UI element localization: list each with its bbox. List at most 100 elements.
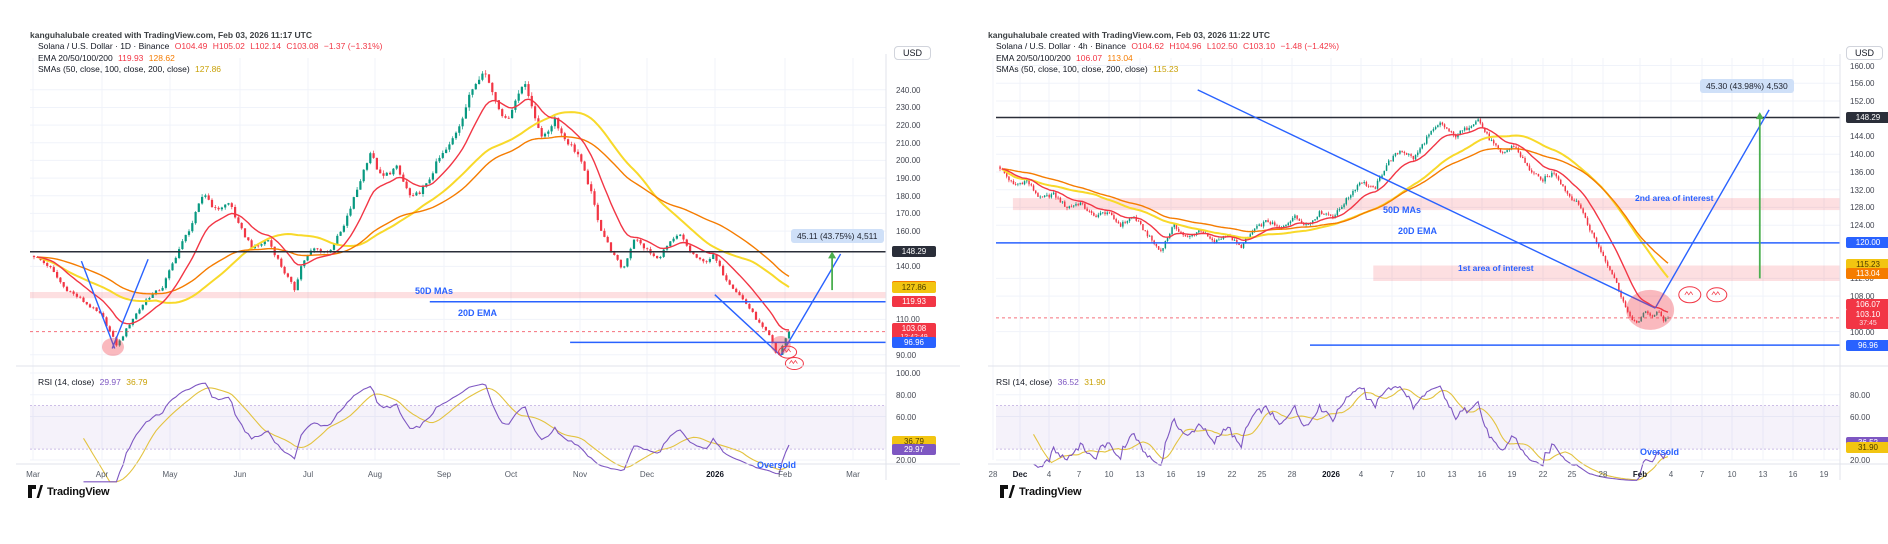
time-axis-label: 10 — [1104, 470, 1114, 479]
trendline[interactable] — [1197, 89, 1656, 309]
pane-separators[interactable] — [988, 54, 1888, 480]
annotation-circle[interactable] — [778, 345, 798, 359]
rsi-legend[interactable]: RSI (14, close) 29.97 36.79 — [38, 377, 151, 387]
price-badge: 120.00 — [1846, 237, 1888, 249]
legend-ema-row[interactable]: EMA 20/50/100/200 119.93 128.62 — [38, 53, 385, 65]
highlight-circle[interactable] — [102, 337, 124, 356]
axis-tick: 156.00 — [1850, 79, 1875, 89]
symbol-legend[interactable]: Solana / U.S. Dollar · 4h · Binance O104… — [996, 41, 1342, 76]
highlight-circle[interactable] — [1626, 289, 1675, 330]
ema-fast-line-red — [1002, 127, 1669, 313]
currency-unit-button[interactable]: USD — [1846, 46, 1884, 60]
legend-sma-row[interactable]: SMAs (50, close, 100, close, 200, close)… — [996, 64, 1342, 76]
axis-tick: 170.00 — [896, 209, 921, 219]
annotation-circle[interactable] — [1678, 286, 1702, 304]
tradingview-logo-icon — [1000, 485, 1015, 498]
time-axis-label: Aug — [367, 470, 383, 479]
ema-slow-line-orange — [1002, 147, 1669, 264]
sma-value: 115.23 — [1153, 64, 1179, 74]
symbol-title: Solana / U.S. Dollar · 4h · Binance — [996, 41, 1126, 51]
time-axis-label: 13 — [1447, 470, 1457, 479]
axis-tick: 110.00 — [896, 315, 920, 325]
ema-value-fast: 119.93 — [118, 52, 144, 63]
chart-panel-4h[interactable]: kanguhalubale created with TradingView.c… — [988, 28, 1888, 516]
trendline[interactable] — [714, 294, 782, 357]
ohlc-open: O104.62 — [1131, 41, 1164, 51]
label-20d-ema: 20D EMA — [458, 308, 498, 318]
axis-tick: 80.00 — [1850, 390, 1871, 400]
legend-ohlc-row[interactable]: Solana / U.S. Dollar · 1D · Binance O104… — [38, 41, 385, 53]
legend-ema-row[interactable]: EMA 20/50/100/200 106.07 113.04 — [996, 53, 1342, 65]
label-second-area-of-interest: 2nd area of interest — [1635, 193, 1714, 203]
axis-tick: 200.00 — [896, 156, 921, 166]
axis-tick: 140.00 — [896, 262, 921, 272]
trendline[interactable] — [780, 253, 842, 356]
axis-tick: 230.00 — [896, 103, 921, 113]
rsi-legend[interactable]: RSI (14, close) 36.52 31.90 — [996, 377, 1109, 387]
projection-arrow-head — [828, 251, 837, 259]
price-chart-canvas[interactable] — [988, 28, 1888, 516]
tradingview-logo[interactable]: TradingView — [1000, 485, 1082, 498]
axis-tick: 128.00 — [1850, 203, 1875, 213]
time-axis[interactable]: Mar Apr May Jun Jul Aug Sep Oct Nov Dec 2026 Feb Mar — [16, 470, 960, 484]
rsi-ma-value: 36.79 — [126, 377, 148, 387]
legend-ohlc-row[interactable]: Solana / U.S. Dollar · 4h · Binance O104… — [996, 41, 1342, 53]
time-axis-label: May — [162, 470, 178, 479]
target-annotation: 45.30 (43.98%) 4,530 — [1700, 79, 1794, 93]
price-chart-canvas[interactable] — [16, 28, 960, 516]
time-axis-label: 28 — [988, 470, 998, 479]
time-axis[interactable]: 28 Dec 4 7 10 13 16 19 22 25 28 2026 4 7 10 13 16 19 22 25 2… — [988, 470, 1888, 484]
annotation-circle[interactable] — [784, 357, 804, 370]
tradingview-logo-text: TradingView — [47, 485, 110, 498]
time-axis-label: 4 — [1358, 470, 1364, 479]
area-of-interest-band[interactable] — [1012, 198, 1840, 211]
change-value: −1.37 (−1.31%) — [323, 41, 383, 51]
annotation-circle[interactable] — [1706, 287, 1728, 303]
trendline[interactable] — [1654, 109, 1770, 309]
legend-sma-row[interactable]: SMAs (50, close, 100, close, 200, close)… — [38, 64, 385, 76]
rsi-line — [1033, 385, 1669, 481]
time-axis-label: 19 — [1196, 470, 1206, 479]
axis-tick: 124.00 — [1850, 221, 1875, 231]
symbol-legend[interactable]: Solana / U.S. Dollar · 1D · Binance O104… — [38, 41, 385, 76]
price-axis[interactable]: 160.00 156.00 152.00 144.00 140.00 136.00 132.… — [1844, 28, 1888, 516]
price-badge: 96.96 — [1846, 339, 1888, 351]
time-axis-label: 16 — [1477, 470, 1487, 479]
time-axis-label: Nov — [572, 470, 588, 479]
price-axis[interactable]: 240.00 230.00 220.00 210.00 200.00 190.00 180.… — [890, 28, 960, 516]
ema-value-fast: 106.07 — [1076, 52, 1103, 63]
axis-tick: 100.00 — [896, 369, 921, 378]
highlight-circle[interactable] — [770, 336, 791, 354]
rsi-band — [996, 405, 1840, 450]
ema-slow-line-orange — [37, 135, 790, 295]
price-badge: 96.96 — [892, 336, 936, 348]
axis-tick: 132.00 — [1850, 185, 1875, 195]
trendline[interactable] — [111, 259, 149, 349]
time-axis-label: 7 — [1699, 470, 1705, 479]
trendline[interactable] — [80, 260, 116, 349]
rsi-ma-line — [1033, 388, 1669, 481]
time-axis-label: 28 — [1287, 470, 1297, 479]
currency-unit-button[interactable]: USD — [894, 46, 932, 60]
pane-separators[interactable] — [16, 54, 960, 480]
axis-tick: 160.00 — [1850, 61, 1875, 71]
time-axis-label: Jul — [302, 470, 314, 479]
rsi-value: 36.52 — [1057, 377, 1079, 387]
time-axis-label: 10 — [1727, 470, 1737, 479]
projection-arrow-head — [1755, 112, 1764, 120]
time-axis-label: 16 — [1788, 470, 1798, 479]
time-axis-label: Jun — [233, 470, 247, 479]
time-axis-label: 19 — [1819, 470, 1829, 479]
time-axis-label: 22 — [1227, 470, 1237, 479]
watermark: kanguhalubale created with TradingView.c… — [30, 30, 313, 40]
label-20d-ema: 20D EMA — [1398, 226, 1438, 236]
gridlines — [30, 58, 886, 461]
ohlc-close: C103.10 — [1242, 41, 1276, 51]
time-axis-label: 13 — [1758, 470, 1768, 479]
tradingview-logo[interactable]: TradingView — [28, 485, 110, 498]
chart-panel-daily[interactable]: kanguhalubale created with TradingView.c… — [16, 28, 960, 516]
area-of-interest-band[interactable] — [1373, 265, 1840, 282]
price-badge: 148.29 — [892, 246, 936, 258]
symbol-title: Solana / U.S. Dollar · 1D · Binance — [38, 41, 170, 51]
area-of-interest-band[interactable] — [30, 292, 886, 299]
